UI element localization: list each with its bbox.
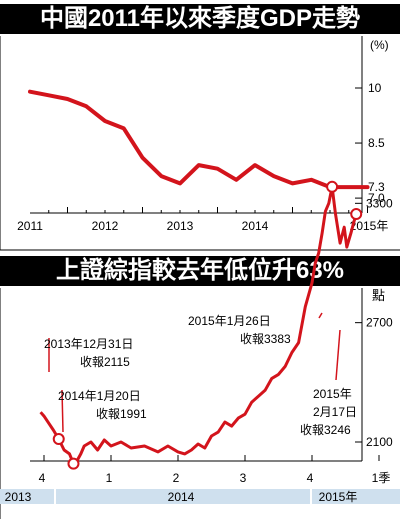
gdp-chart-frame xyxy=(0,36,400,250)
index-annotation-leader xyxy=(335,329,341,381)
index-year-label: 2013 xyxy=(5,490,32,504)
index-x-tick-label: 2 xyxy=(173,471,180,485)
index-x-ticks: 4 1 2 3 4 1季 xyxy=(39,455,391,485)
index-annotation-label: 2015年 xyxy=(313,387,352,401)
index-annotation-label: 2月17日 xyxy=(313,405,357,419)
index-y-tick-label: 2100 xyxy=(366,435,393,449)
index-annotation-marker xyxy=(67,457,80,470)
index-annotation-label: 收報2115 xyxy=(80,355,130,369)
index-annotation-label: 2013年12月31日 xyxy=(44,337,133,351)
index-y-ticks: 3300 2700 2100 xyxy=(355,196,393,449)
gdp-series-line xyxy=(28,89,370,190)
index-chart: 點 3300 2700 2100 4 1 2 3 4 1季 2013 2014 2015年 201… xyxy=(0,180,400,519)
index-series xyxy=(39,185,358,466)
index-annotation-leader xyxy=(61,389,64,433)
index-annotation-label: 收報1991 xyxy=(96,407,147,421)
gdp-x-tick-label: 2012 xyxy=(92,219,119,233)
gdp-y-tick-label: 7.0 xyxy=(368,191,385,205)
index-year-label: 2015年 xyxy=(319,490,358,504)
index-chart-title: 上證綜指較去年低位升63% xyxy=(0,256,400,286)
index-x-tick-label: 1季 xyxy=(372,471,391,485)
index-chart-frame xyxy=(0,288,400,519)
index-x-tick-label: 1 xyxy=(106,471,113,485)
gdp-series xyxy=(28,89,370,190)
index-series-line xyxy=(39,185,358,466)
index-x-tick-label: 4 xyxy=(307,471,314,485)
index-annotation-label: 收報3246 xyxy=(300,423,351,437)
gdp-x-tick-label: 2015年 xyxy=(350,219,389,233)
gdp-y-tick-label: 8.5 xyxy=(368,136,385,150)
gdp-chart-title: 中國2011年以來季度GDP走勢 xyxy=(0,4,400,34)
gdp-y-unit: (%) xyxy=(370,38,389,52)
index-annotation-marker xyxy=(350,208,363,221)
gdp-chart: (%) 10 8.5 7.37.0 2011 2012 2013 2014 2015年 xyxy=(0,36,400,251)
index-year-labels: 2013 2014 2015年 xyxy=(5,489,358,504)
index-x-tick-label: 4 xyxy=(39,471,46,485)
index-y-unit: 點 xyxy=(372,288,385,303)
index-annotation-marker xyxy=(326,180,339,193)
gdp-y-tick-label: 7.3 xyxy=(368,180,385,194)
gdp-y-tick-label: 10 xyxy=(368,81,382,95)
gdp-x-ticks: 2011 2012 2013 2014 2015年 xyxy=(17,207,388,233)
index-annotation-label: 2014年1月20日 xyxy=(58,389,141,403)
index-y-tick-label: 3300 xyxy=(366,196,393,210)
gdp-y-ticks: 10 8.5 7.37.0 xyxy=(355,81,385,205)
gdp-x-tick-label: 2013 xyxy=(167,219,194,233)
index-year-band xyxy=(0,489,400,504)
index-annotation-label: 2015年1月26日 xyxy=(188,314,271,328)
gdp-x-tick-label: 2011 xyxy=(17,219,43,233)
index-annotation-marker xyxy=(52,433,65,446)
index-annotation-leader xyxy=(318,312,323,319)
index-x-tick-label: 3 xyxy=(240,471,247,485)
index-annotation-label: 收報3383 xyxy=(240,332,291,346)
gdp-x-tick-label: 2014 xyxy=(242,219,269,233)
index-y-tick-label: 2700 xyxy=(366,316,393,330)
index-year-label: 2014 xyxy=(168,490,195,504)
